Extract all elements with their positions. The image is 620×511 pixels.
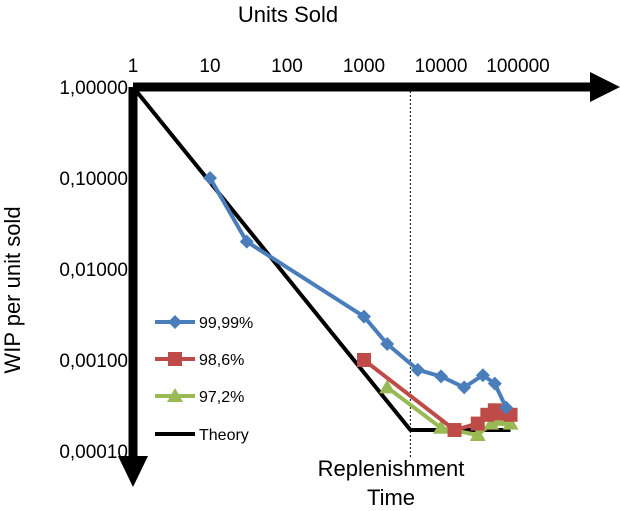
y-tick-label: 0,00100 [59,351,128,372]
legend-marker [168,315,182,329]
x-tick-label: 100000 [486,56,549,77]
y-axis-title: WIP per unit sold [0,206,25,373]
legend-label: 97,2% [199,389,244,406]
series-layer [131,85,519,441]
x-tick-label: 100 [271,56,303,77]
data-point [203,171,217,185]
x-axis-title: Units Sold [238,2,338,27]
data-point [433,419,449,434]
annotation-line1: Replenishment [318,456,465,481]
data-point [357,353,371,367]
annotation-line2: Time [367,485,415,510]
legend-label: Theory [199,427,249,444]
data-point [410,362,425,377]
x-tick-label: 10 [199,56,220,77]
y-tick-label: 1,00000 [59,78,128,99]
y-tick-label: 0,01000 [59,260,128,281]
y-tick-label: 0,00010 [59,442,128,463]
y-axis-arrow [118,456,148,487]
tick-labels: 1 10 100 1000 10000 100000 1,00000 0,10000 0,010… [59,56,549,463]
x-tick-label: 1000 [343,56,385,77]
data-point [379,379,396,394]
y-tick-label: 0,10000 [59,169,128,190]
series-98,6% [357,353,518,438]
series-Theory [131,85,511,432]
axes [118,72,620,487]
series-line [208,177,508,409]
series-99,99% [203,171,514,415]
x-axis-arrow [590,72,620,102]
data-point [499,400,514,415]
data-point [487,376,502,391]
legend-label: 98,6% [199,352,244,369]
legend-marker [168,352,182,366]
data-point [357,309,371,324]
x-tick-label: 1 [128,56,139,77]
data-point [469,426,486,441]
legend: 99,99% 98,6% 97,2% Theory [155,315,253,444]
data-point [502,415,519,430]
x-tick-label: 10000 [415,56,468,77]
data-point [447,423,462,438]
data-point [457,380,472,395]
data-point [483,415,500,430]
legend-marker [167,388,183,402]
legend-label: 99,99% [199,315,253,332]
data-point [475,368,490,383]
data-point [380,336,395,351]
data-point [434,369,448,384]
series-line [131,85,511,432]
data-point [239,234,254,249]
